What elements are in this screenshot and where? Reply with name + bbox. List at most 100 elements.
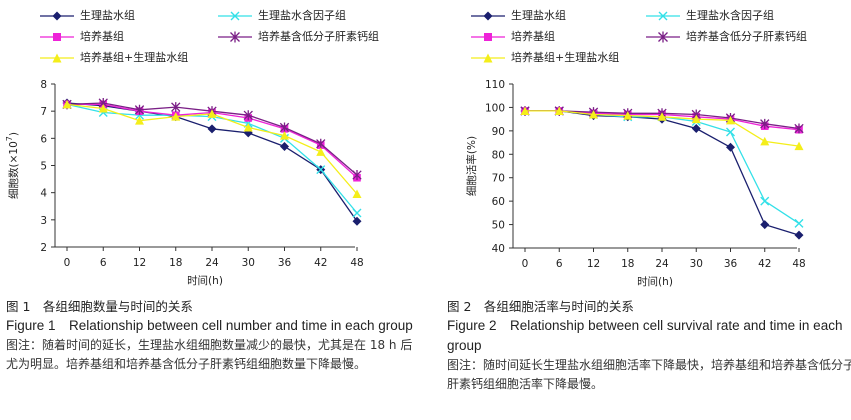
data-point — [134, 104, 145, 115]
legend-marker-square — [40, 33, 74, 41]
x-tick-label: 12 — [133, 257, 146, 269]
x-tick-label: 30 — [690, 258, 703, 270]
data-point — [760, 118, 770, 129]
data-point — [171, 102, 181, 113]
y-tick-label: 70 — [492, 173, 505, 185]
caption-en-title: Figure 2 Relationship between cell survi… — [447, 318, 843, 353]
data-point — [760, 136, 770, 146]
y-tick-label: 2 — [40, 242, 47, 254]
data-point — [243, 110, 253, 121]
caption-en-title: Figure 1 Relationship between cell numbe… — [6, 318, 413, 333]
line-chart-survival-rate: 40 50 60 70 80 90 100 110 0 6 12 18 24 30 36 42 48 时间(h) 细… — [465, 79, 806, 288]
y-tick-label: 4 — [40, 188, 47, 200]
legend-label: 生理盐水含因子组 — [686, 9, 774, 22]
figure-caption: 图 1 各组细胞数量与时间的关系 Figure 1 Relationship b… — [6, 298, 414, 374]
data-point — [62, 99, 72, 109]
data-point — [280, 141, 289, 151]
data-point — [657, 112, 667, 121]
legend-marker-x — [646, 11, 680, 21]
y-tick-label: 6 — [40, 133, 47, 145]
x-tick-label: 18 — [621, 258, 634, 270]
data-point — [135, 116, 144, 125]
legend-label: 培养基含低分子肝素钙组 — [686, 30, 807, 43]
data-point — [316, 138, 326, 149]
x-tick-label: 6 — [556, 258, 563, 270]
y-tick-label: 3 — [40, 215, 47, 227]
data-point — [691, 114, 701, 124]
legend-marker-triangle — [471, 53, 505, 63]
data-point — [589, 109, 598, 119]
x-tick-label: 36 — [278, 257, 292, 269]
y-tick-label: 7 — [40, 106, 47, 118]
figure-caption: 图 2 各组细胞活率与时间的关系 Figure 2 Relationship b… — [447, 298, 851, 394]
chart-panel-left: 生理盐水组 生理盐水含因子组 培养基组 培养基含低分子肝素钙组 培养基组+生理盐… — [0, 0, 420, 420]
legend-label: 培养基组+生理盐水组 — [80, 51, 189, 64]
data-point — [171, 112, 181, 121]
legend-marker-x — [218, 11, 252, 21]
y-tick-label: 60 — [492, 196, 505, 208]
series-5 — [520, 106, 804, 151]
legend-label: 生理盐水含因子组 — [258, 9, 346, 22]
legend-marker-triangle — [40, 53, 74, 63]
data-point — [352, 170, 362, 181]
legend: 生理盐水组 生理盐水含因子组 培养基组 培养基含低分子肝素钙组 培养基组+生理盐… — [441, 0, 851, 70]
data-point — [760, 220, 770, 230]
series-line — [66, 102, 358, 222]
y-tick-label: 90 — [492, 126, 505, 138]
caption-cn-title: 图 2 各组细胞活率与时间的关系 — [447, 299, 634, 314]
data-point — [760, 196, 770, 206]
legend-marker-diamond — [40, 11, 74, 21]
series-line — [525, 110, 800, 236]
data-point — [691, 124, 701, 134]
y-axis-title: 细胞数(×107) — [5, 132, 20, 199]
caption-note: 图注：随时间延长生理盐水组细胞活率下降最快，培养基组和培养基含低分子肝素钙组细胞… — [447, 358, 851, 391]
data-point — [794, 218, 804, 228]
data-point — [243, 122, 253, 132]
x-tick-label: 0 — [64, 257, 71, 269]
data-point — [279, 122, 290, 133]
x-tick-label: 24 — [655, 258, 669, 270]
data-point — [280, 131, 289, 140]
legend-marker-star — [218, 31, 252, 43]
series-line — [525, 110, 800, 224]
legend-marker-diamond — [471, 11, 505, 21]
x-axis-title: 时间(h) — [187, 274, 223, 287]
legend-marker-square — [471, 33, 505, 41]
y-axis-title: 细胞活率(%) — [465, 136, 478, 196]
y-tick-label: 40 — [492, 243, 505, 255]
y-tick-label: 110 — [485, 79, 505, 91]
line-chart-cell-number: 2 3 4 5 6 7 8 0 6 12 18 24 30 36 42 48 时间(h) 细胞数(×107) — [5, 79, 364, 287]
x-tick-label: 30 — [242, 257, 255, 269]
data-point — [554, 106, 564, 115]
chart-panel-right: 生理盐水组 生理盐水含因子组 培养基组 培养基含低分子肝素钙组 培养基组+生理盐… — [441, 0, 851, 420]
y-tick-label: 80 — [492, 149, 505, 161]
data-point — [207, 109, 217, 118]
legend: 生理盐水组 生理盐水含因子组 培养基组 培养基含低分子肝素钙组 培养基组+生理盐… — [0, 0, 420, 70]
data-point — [726, 127, 735, 137]
series-5 — [62, 99, 362, 199]
y-tick-label: 8 — [40, 79, 47, 91]
legend-marker-star — [646, 31, 680, 43]
caption-cn-title: 图 1 各组细胞数量与时间的关系 — [6, 299, 193, 314]
data-point — [794, 230, 804, 240]
legend-label: 培养基组 — [80, 30, 124, 43]
y-axis-title-exponent: 7 — [5, 136, 14, 141]
x-tick-label: 48 — [792, 258, 805, 270]
data-point — [207, 124, 217, 134]
x-axis-title: 时间(h) — [637, 275, 673, 288]
data-point — [352, 189, 362, 199]
x-tick-label: 24 — [205, 257, 219, 269]
data-point — [316, 165, 326, 175]
legend-label: 生理盐水组 — [80, 9, 135, 22]
x-tick-label: 0 — [522, 258, 529, 270]
x-tick-label: 48 — [350, 257, 363, 269]
x-tick-label: 12 — [587, 258, 600, 270]
y-tick-label: 5 — [40, 161, 47, 173]
data-point — [352, 208, 362, 218]
x-tick-label: 18 — [169, 257, 182, 269]
data-point — [794, 123, 804, 134]
data-point — [352, 216, 362, 226]
legend-label: 培养基含低分子肝素钙组 — [258, 30, 379, 43]
legend-label: 生理盐水组 — [511, 9, 566, 22]
data-point — [520, 106, 530, 115]
